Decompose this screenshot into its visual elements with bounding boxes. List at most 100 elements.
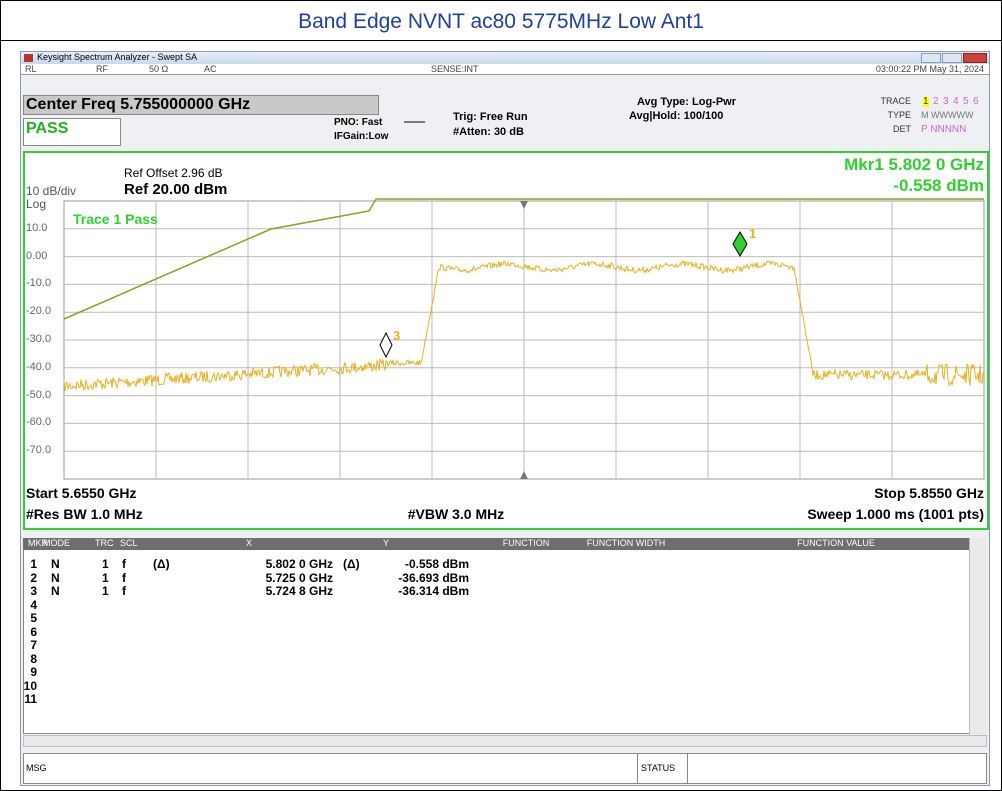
- table-cell[interactable]: 8: [30, 651, 37, 666]
- marker-level: -0.558 dBm: [893, 176, 984, 195]
- y-tick-label: -50.0: [26, 388, 52, 401]
- pno: PNO: Fast: [334, 117, 383, 128]
- table-cell[interactable]: 9: [30, 665, 37, 679]
- scale: 10 dB/div: [26, 184, 77, 198]
- status-item: AC: [204, 64, 217, 74]
- y-tick-label: -10.0: [26, 277, 52, 290]
- start-freq: Start 5.6550 GHz: [26, 485, 137, 501]
- log: Log: [26, 197, 47, 211]
- status-item: RF: [96, 64, 108, 74]
- table-cell: f: [122, 557, 126, 571]
- table-cell: N: [51, 557, 60, 571]
- ref-level: Ref 20.00 dBm: [124, 181, 228, 198]
- table-cell: -36.693 dBm: [398, 570, 469, 585]
- column-header: MODE: [43, 538, 70, 548]
- app-icon: [24, 54, 33, 62]
- column-header: SCL: [120, 538, 138, 548]
- table-cell: 5.724 8 GHz: [265, 584, 333, 598]
- table-header: [23, 538, 969, 550]
- table-cell: 1: [102, 584, 109, 598]
- table-cell: 1: [102, 557, 109, 571]
- msg-label: MSG: [26, 763, 47, 773]
- trace-label: TRACE: [880, 96, 911, 106]
- column-header: FUNCTION: [502, 538, 550, 548]
- table-cell: 5.802 0 GHz: [265, 557, 333, 571]
- marker-label: 3: [393, 328, 401, 343]
- table-cell: f: [122, 584, 126, 598]
- y-tick-label: -60.0: [26, 416, 52, 429]
- status-item: 03:00:22 PM May 31, 2024: [875, 64, 984, 74]
- trace-status: Trace 1 Pass: [73, 211, 158, 227]
- column-header: FUNCTION VALUE: [797, 538, 875, 548]
- close-button[interactable]: [963, 53, 987, 63]
- trace-number: 6: [973, 96, 979, 107]
- column-header: Y: [382, 538, 390, 548]
- table-cell[interactable]: 7: [30, 638, 37, 652]
- table-cell[interactable]: 1: [30, 557, 37, 571]
- marker-freq: Mkr1 5.802 0 GHz: [844, 155, 984, 174]
- status-item: 50 Ω: [149, 64, 169, 74]
- marker-diamond: [732, 231, 748, 257]
- marker-diamond: [379, 331, 393, 359]
- table-cell[interactable]: 3: [30, 584, 37, 598]
- table-cell: -0.558 dBm: [404, 557, 469, 571]
- table-cell[interactable]: 2: [30, 570, 37, 585]
- trig: Trig: Free Run: [453, 111, 528, 123]
- table-cell: (Δ): [153, 557, 170, 571]
- trace-number: 4: [953, 96, 959, 107]
- y-tick-label: 0.00: [26, 249, 48, 262]
- table-cell: N: [51, 570, 60, 585]
- pass-status: PASS: [26, 120, 69, 137]
- title-bar: [1, 1, 1001, 41]
- column-header: TRC: [95, 538, 114, 548]
- table-cell[interactable]: 6: [30, 624, 37, 639]
- table-cell: f: [122, 570, 126, 585]
- trace: [63, 259, 985, 392]
- res-bw: #Res BW 1.0 MHz: [26, 506, 143, 522]
- limit-line: [63, 198, 984, 320]
- minimize-button[interactable]: [921, 53, 941, 63]
- det-value: P NNNNN: [921, 124, 967, 135]
- table-cell: -36.314 dBm: [398, 584, 469, 598]
- marker-label: 1: [749, 226, 757, 241]
- type-label: TYPE: [887, 110, 911, 120]
- center-freq-box[interactable]: [23, 95, 379, 115]
- table-cell[interactable]: 4: [30, 597, 37, 612]
- trace-number: 3: [943, 96, 949, 107]
- status-item: SENSE:INT: [431, 64, 479, 74]
- ref-offset: Ref Offset 2.96 dB: [124, 166, 223, 180]
- column-header: MKR: [28, 538, 48, 548]
- status-divider: [637, 753, 638, 784]
- status-item: RL: [25, 64, 37, 74]
- type-value: M WWWWW: [921, 110, 974, 120]
- avg-type: Avg Type: Log-Pwr: [637, 96, 736, 108]
- page-title: Band Edge NVNT ac80 5775MHz Low Ant1: [298, 10, 704, 33]
- avg-hold: Avg|Hold: 100/100: [629, 110, 724, 122]
- status-row: [21, 64, 989, 75]
- trace-number: 5: [963, 96, 969, 107]
- vertical-scrollbar[interactable]: [969, 538, 987, 734]
- y-tick-label: -40.0: [26, 360, 52, 373]
- center-freq[interactable]: Center Freq 5.755000000 GHz: [26, 96, 251, 113]
- window-titlebar: [21, 52, 989, 64]
- stop-freq: Stop 5.8550 GHz: [874, 485, 984, 501]
- column-header: X: [245, 538, 253, 548]
- y-tick-label: 10.0: [26, 221, 48, 234]
- y-tick-label: -20.0: [26, 305, 52, 318]
- column-header: FUNCTION WIDTH: [586, 538, 666, 548]
- horizontal-scrollbar[interactable]: [23, 735, 987, 747]
- table-cell: (Δ): [343, 557, 360, 571]
- table-cell: 5.725 0 GHz: [265, 570, 333, 585]
- det-label: DET: [893, 124, 911, 134]
- window-title: Keysight Spectrum Analyzer - Swept SA: [37, 52, 198, 62]
- table-cell[interactable]: 11: [24, 692, 37, 706]
- table-cell[interactable]: 10: [23, 678, 37, 693]
- table-cell: 1: [102, 570, 109, 585]
- pass-box: [23, 118, 121, 146]
- ifgain: IFGain:Low: [334, 131, 389, 142]
- vbw: #VBW 3.0 MHz: [407, 506, 505, 522]
- maximize-button[interactable]: [942, 53, 962, 63]
- y-tick-label: -30.0: [26, 333, 52, 345]
- table-cell[interactable]: 5: [30, 611, 37, 625]
